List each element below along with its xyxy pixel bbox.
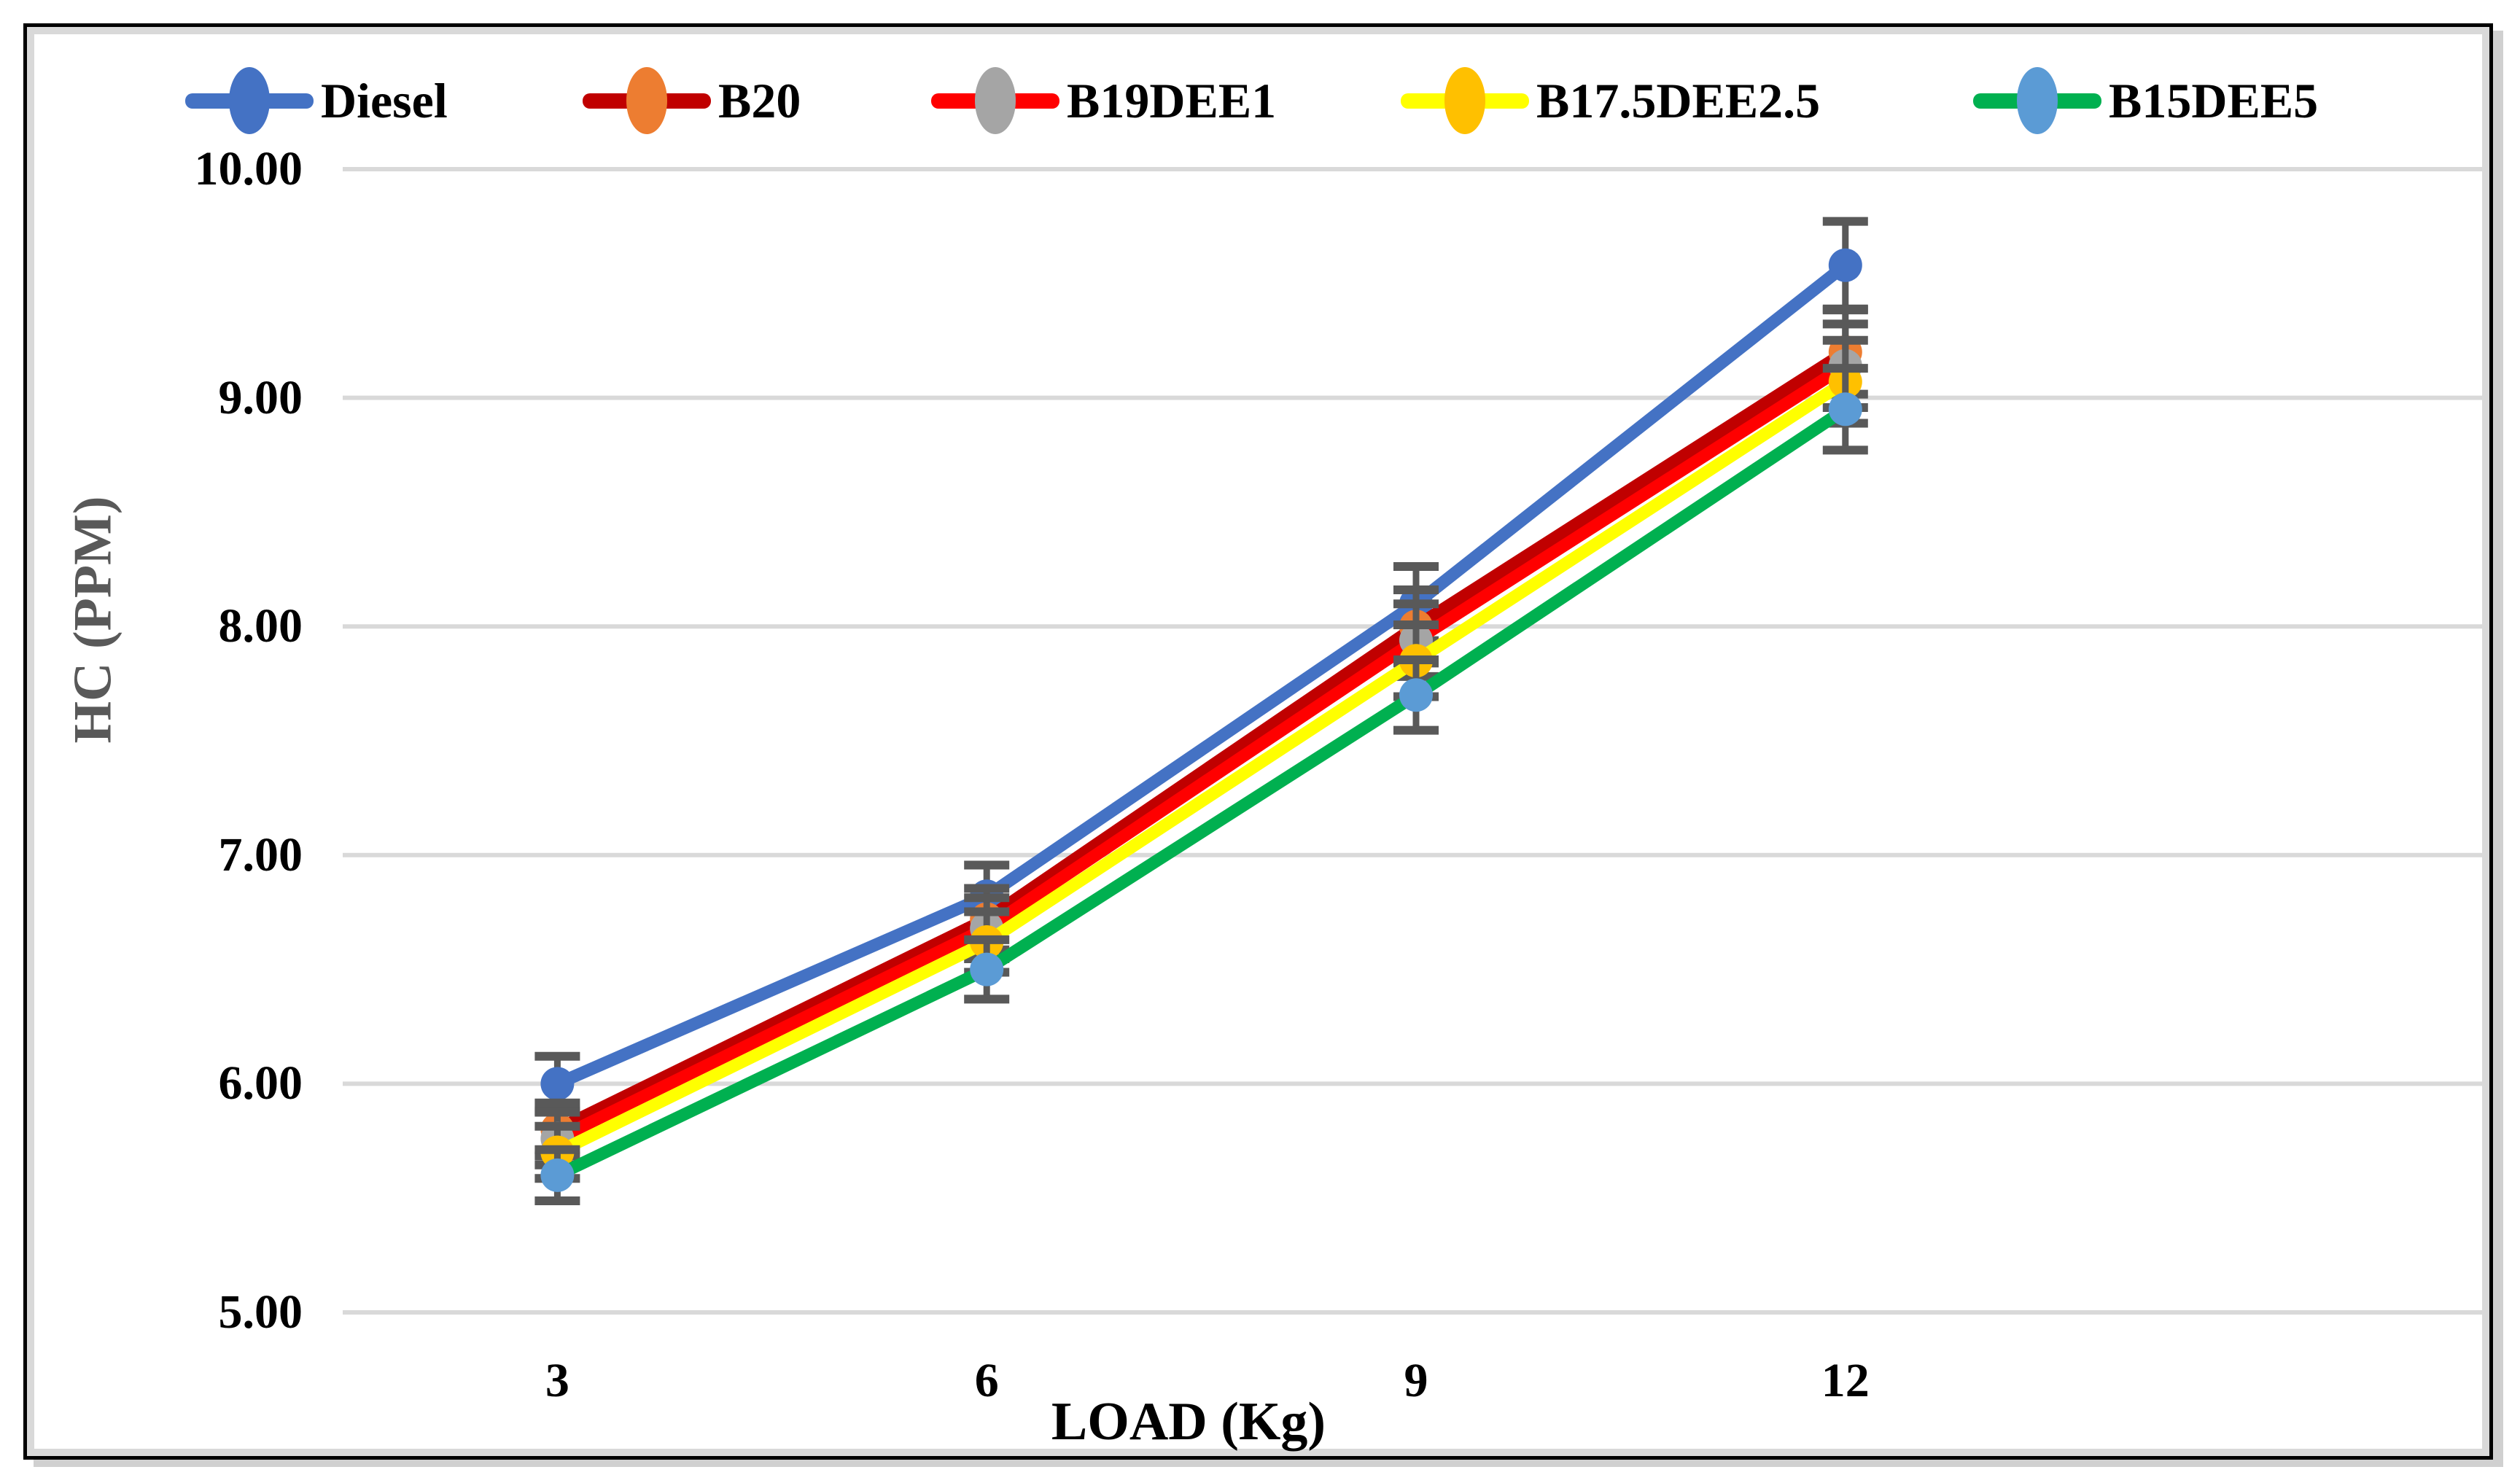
y-axis-title: HC (PPM)	[63, 496, 123, 744]
x-tick-label: 9	[1404, 1354, 1428, 1407]
legend-item-B17.5DEE2.5: B17.5DEE2.5	[1401, 64, 1820, 137]
legend-swatch-icon	[185, 67, 314, 134]
legend-label: B19DEE1	[1067, 72, 1277, 128]
series-line-B19DEE1	[551, 359, 1852, 1145]
chart-frame	[23, 23, 2493, 1460]
legend-item-B15DEE5: B15DEE5	[1973, 64, 2318, 137]
legend-label: Diesel	[321, 72, 448, 128]
x-tick-label: 12	[1821, 1354, 1870, 1407]
legend-swatch-icon	[1401, 67, 1529, 134]
legend-label: B17.5DEE2.5	[1536, 72, 1821, 128]
series-marker-B15DEE5	[970, 952, 1004, 986]
x-tick-label: 3	[545, 1354, 569, 1407]
legend-label: B20	[718, 72, 801, 128]
legend-item-B19DEE1: B19DEE1	[931, 64, 1276, 137]
legend-swatch-icon	[931, 67, 1059, 134]
series-marker-B15DEE5	[1828, 392, 1862, 427]
x-axis-title: LOAD (Kg)	[1051, 1392, 1326, 1452]
series-line-B20	[551, 346, 1852, 1136]
legend-swatch-icon	[1973, 67, 2101, 134]
legend-item-Diesel: Diesel	[185, 64, 448, 137]
series-line-B15DEE5	[551, 402, 1852, 1182]
series-marker-B15DEE5	[540, 1158, 575, 1192]
legend-swatch-icon	[583, 67, 711, 134]
series-marker-B15DEE5	[1399, 678, 1433, 712]
series-marker-Diesel	[540, 1067, 575, 1101]
y-tick-label: 8.00	[218, 599, 303, 653]
legend: Diesel B20 B19DEE1 B17.5DEE2.5 B15DEE5	[0, 64, 2520, 144]
x-tick-label: 6	[974, 1354, 999, 1407]
series-marker-Diesel	[1828, 248, 1862, 282]
y-tick-label: 9.00	[218, 370, 303, 424]
y-tick-label: 7.00	[218, 828, 303, 881]
legend-label: B15DEE5	[2109, 72, 2319, 128]
y-tick-label: 6.00	[218, 1056, 303, 1110]
y-tick-label: 5.00	[218, 1285, 303, 1339]
series-line-B17.5DEE2.5	[551, 375, 1852, 1159]
y-tick-label: 10.00	[194, 142, 303, 195]
legend-item-B20: B20	[583, 64, 801, 137]
series-line-Diesel	[551, 259, 1852, 1090]
